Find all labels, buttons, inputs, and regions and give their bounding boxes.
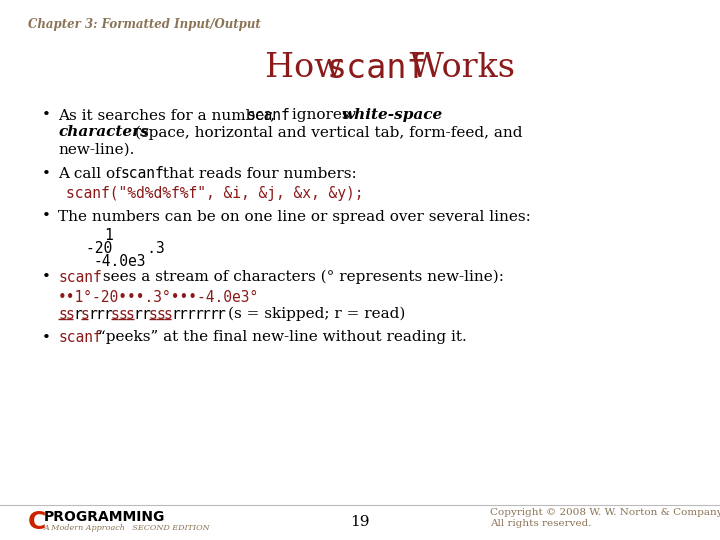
Text: scanf: scanf [327,52,428,85]
Text: A call of: A call of [58,166,125,180]
Text: •: • [42,330,51,345]
Text: s: s [111,307,120,322]
Text: r: r [186,307,195,322]
Text: •: • [42,108,51,122]
Text: •: • [42,166,51,180]
Text: s: s [163,307,173,322]
Text: Chapter 3: Formatted Input/Output: Chapter 3: Formatted Input/Output [28,18,261,31]
Text: scanf: scanf [58,270,102,285]
Text: r: r [96,307,104,322]
Text: PROGRAMMING: PROGRAMMING [44,510,166,524]
Text: r: r [141,307,150,322]
Text: s: s [81,307,89,322]
Text: The numbers can be on one line or spread over several lines:: The numbers can be on one line or spread… [58,210,531,224]
Text: characters: characters [58,125,149,139]
Text: (s = skipped; r = read): (s = skipped; r = read) [228,307,405,321]
Text: r: r [202,307,210,322]
Text: r: r [133,307,143,322]
Text: r: r [103,307,112,322]
Text: sees a stream of characters (° represents new-line):: sees a stream of characters (° represent… [98,270,504,285]
Text: scanf: scanf [120,166,163,181]
Text: Works: Works [399,52,515,84]
Text: •: • [42,210,51,224]
Text: How: How [265,52,354,84]
Text: ignores: ignores [287,108,354,122]
Text: r: r [217,307,225,322]
Text: scanf: scanf [58,330,102,346]
Text: 1: 1 [104,228,113,243]
Text: scanf: scanf [247,108,291,123]
Text: s: s [58,307,67,322]
Text: ••1°-20•••.3°•••-4.0e3°: ••1°-20•••.3°•••-4.0e3° [58,289,259,305]
Text: “peeks” at the final new-line without reading it.: “peeks” at the final new-line without re… [98,330,467,345]
Text: Copyright © 2008 W. W. Norton & Company.
All rights reserved.: Copyright © 2008 W. W. Norton & Company.… [490,508,720,528]
Text: s: s [118,307,127,322]
Text: s: s [148,307,158,322]
Text: •: • [42,270,51,284]
Text: r: r [179,307,187,322]
Text: C: C [28,510,46,534]
Text: s: s [156,307,165,322]
Text: r: r [194,307,202,322]
Text: that reads four numbers:: that reads four numbers: [158,166,356,180]
Text: scanf("%d%d%f%f", &i, &j, &x, &y);: scanf("%d%d%f%f", &i, &j, &x, &y); [66,186,364,201]
Text: r: r [73,307,82,322]
Text: A Modern Approach   SECOND EDITION: A Modern Approach SECOND EDITION [44,524,211,532]
Text: r: r [209,307,217,322]
Text: s: s [66,307,74,322]
Text: new-line).: new-line). [58,143,135,157]
Text: -20    .3: -20 .3 [86,241,165,256]
Text: s: s [126,307,135,322]
Text: r: r [171,307,180,322]
Text: -4.0e3: -4.0e3 [94,254,146,269]
Text: As it searches for a number,: As it searches for a number, [58,108,280,122]
Text: 19: 19 [350,515,370,529]
Text: r: r [89,307,97,322]
Text: white-space: white-space [342,108,444,122]
Text: (space, horizontal and vertical tab, form-feed, and: (space, horizontal and vertical tab, for… [130,125,523,140]
